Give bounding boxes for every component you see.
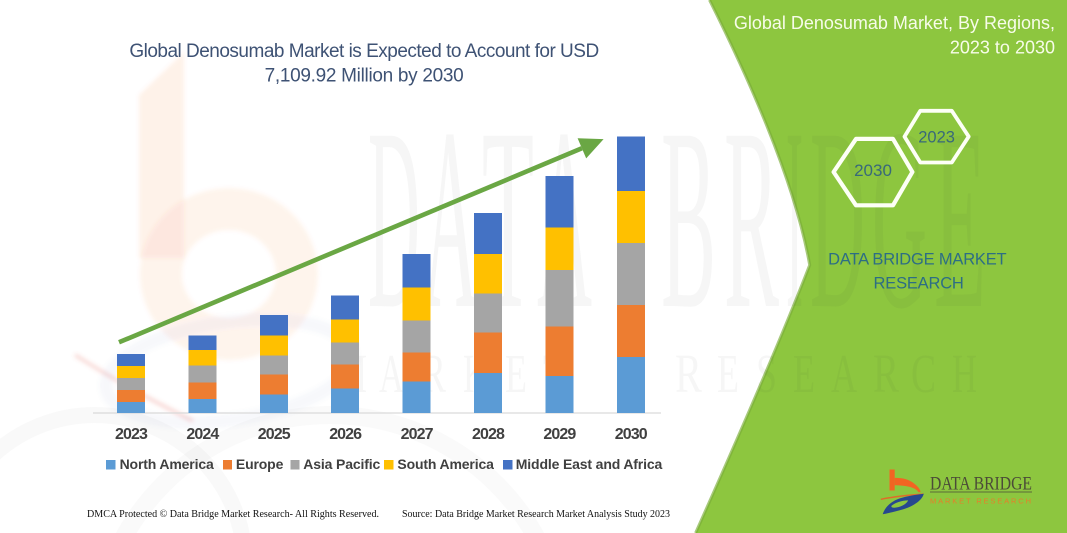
svg-text:2030: 2030 [615, 426, 648, 443]
svg-text:DMCA Protected © Data Bridge M: DMCA Protected © Data Bridge Market Rese… [87, 508, 379, 520]
svg-text:S: S [756, 343, 777, 404]
svg-text:2029: 2029 [543, 426, 576, 443]
svg-text:DATA BRIDGE MARKET: DATA BRIDGE MARKET [828, 251, 1006, 269]
svg-text:2023: 2023 [115, 426, 148, 443]
svg-text:Middle East and Africa: Middle East and Africa [516, 456, 663, 472]
svg-text:South America: South America [397, 456, 494, 472]
svg-text:E: E [793, 343, 815, 404]
svg-text:Source: Data Bridge Market Res: Source: Data Bridge Market Research Mark… [402, 508, 670, 520]
svg-text:MARKET RESEARCH: MARKET RESEARCH [930, 497, 1031, 506]
svg-text:RESEARCH: RESEARCH [874, 275, 964, 293]
svg-text:2028: 2028 [472, 426, 505, 443]
svg-text:E: E [505, 343, 527, 404]
svg-text:R: R [873, 343, 899, 404]
svg-text:R: R [675, 343, 702, 404]
svg-text:2030: 2030 [854, 161, 892, 180]
svg-text:2026: 2026 [329, 426, 362, 443]
svg-text:I: I [786, 75, 803, 363]
svg-text:E: E [717, 343, 739, 404]
svg-text:G: G [872, 75, 927, 363]
svg-text:Asia Pacific: Asia Pacific [303, 456, 380, 472]
svg-text:C: C [911, 343, 936, 404]
svg-text:E: E [934, 75, 986, 363]
svg-text:D: D [810, 75, 865, 363]
svg-text:2023: 2023 [918, 128, 955, 146]
svg-text:Global Denosumab Market, By Re: Global Denosumab Market, By Regions, [734, 13, 1055, 33]
svg-text:DATA BRIDGE: DATA BRIDGE [930, 474, 1032, 495]
svg-text:2024: 2024 [186, 426, 219, 443]
svg-text:B: B [661, 75, 716, 363]
svg-text:North America: North America [120, 456, 214, 472]
svg-text:A: A [379, 343, 404, 404]
svg-text:2025: 2025 [258, 426, 291, 443]
svg-text:7,109.92 Million by 2030: 7,109.92 Million by 2030 [265, 66, 464, 87]
svg-text:Europe: Europe [236, 456, 284, 472]
svg-text:R: R [724, 75, 779, 363]
svg-text:2023 to 2030: 2023 to 2030 [950, 38, 1055, 58]
svg-text:A: A [831, 343, 857, 404]
svg-text:Global Denosumab Market is Exp: Global Denosumab Market is Expected to A… [129, 41, 598, 62]
svg-text:A: A [423, 75, 478, 363]
svg-text:2027: 2027 [401, 426, 434, 443]
svg-text:H: H [952, 343, 977, 404]
